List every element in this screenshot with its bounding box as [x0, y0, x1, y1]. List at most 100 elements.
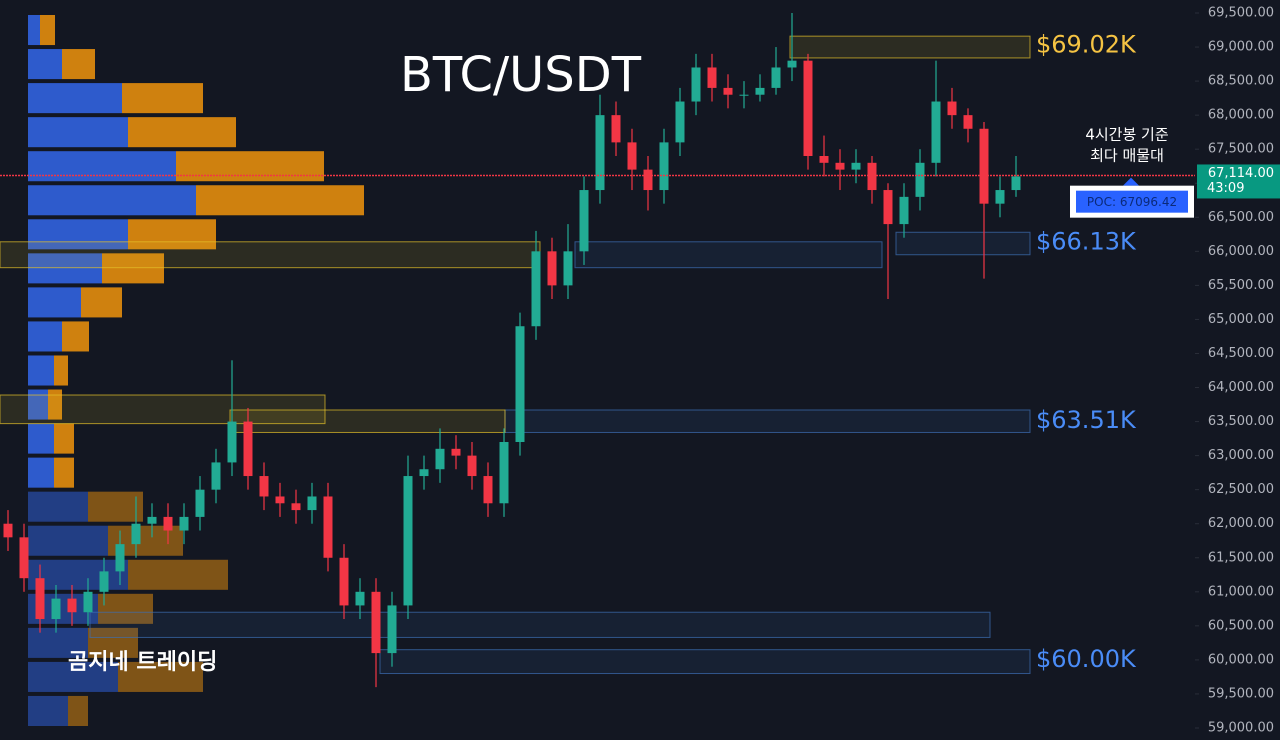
zone [574, 241, 883, 269]
y-tick-label: 63,000.00 [1208, 448, 1274, 463]
candle-body [147, 516, 157, 524]
candle-body [483, 476, 493, 504]
y-tick-label: 62,500.00 [1208, 482, 1274, 497]
y-tick-label: 61,500.00 [1208, 550, 1274, 565]
candle-body [131, 523, 141, 545]
candle-body [275, 496, 285, 504]
profile-buy [28, 661, 118, 692]
y-tick-label: 66,500.00 [1208, 210, 1274, 225]
profile-sell [88, 627, 138, 658]
profile-buy [28, 695, 68, 726]
candle-body [451, 448, 461, 456]
candle-body [691, 67, 701, 102]
candle-body [931, 101, 941, 163]
candle-body [819, 156, 829, 163]
profile-sell [40, 15, 55, 46]
profile-buy [28, 83, 122, 114]
profile-sell [48, 389, 62, 420]
candle-body [435, 448, 445, 470]
zone [895, 231, 1031, 256]
profile-sell [54, 355, 68, 386]
y-tick-label: 62,000.00 [1208, 516, 1274, 531]
y-tick-label: 68,500.00 [1208, 74, 1274, 89]
profile-sell [88, 491, 143, 522]
candle-body [755, 87, 765, 95]
candle-body [611, 115, 621, 143]
profile-buy [28, 627, 88, 658]
poc-label: POC: 67096.42 [1087, 195, 1177, 209]
y-tick-label: 61,000.00 [1208, 584, 1274, 599]
profile-buy [28, 287, 81, 318]
profile-sell [81, 287, 122, 318]
candle-body [3, 523, 13, 538]
profile-buy [28, 491, 88, 522]
candle-body [163, 516, 173, 531]
y-tick-label: 69,500.00 [1208, 6, 1274, 21]
candle-body [419, 469, 429, 477]
zone [0, 241, 541, 269]
candle-body [995, 190, 1005, 204]
annotation: 4시간봉 기준 [1085, 126, 1169, 144]
countdown: 43:09 [1207, 181, 1244, 196]
candle-body [51, 598, 61, 620]
profile-sell [196, 185, 364, 216]
y-tick-label: 65,000.00 [1208, 312, 1274, 327]
candle-body [787, 60, 797, 68]
candle-body [83, 591, 93, 613]
profile-sell [62, 49, 95, 80]
candle-body [115, 544, 125, 572]
profile-buy [28, 559, 128, 590]
profile-sell [62, 321, 89, 352]
y-tick-label: 59,000.00 [1208, 721, 1274, 736]
y-tick-label: 68,000.00 [1208, 108, 1274, 123]
y-tick-label: 67,500.00 [1208, 142, 1274, 157]
zone [504, 409, 1031, 433]
candle-body [243, 421, 253, 477]
candle-body [579, 190, 589, 252]
candle-body [675, 101, 685, 143]
watermark: 곰지네 트레이딩 [68, 650, 217, 675]
profile-buy [28, 151, 176, 182]
profile-sell [176, 151, 324, 182]
candle-body [259, 476, 269, 497]
y-tick-label: 63,500.00 [1208, 414, 1274, 429]
profile-buy [28, 253, 102, 284]
candle-body [19, 537, 29, 579]
candle-body [467, 455, 477, 477]
zone-label: $60.00K [1036, 645, 1137, 673]
profile-buy [28, 15, 40, 46]
profile-buy [28, 457, 54, 488]
candle-body [291, 503, 301, 511]
candle-body [739, 94, 749, 96]
candle-body [947, 101, 957, 116]
poc-pointer [1123, 177, 1139, 186]
profile-sell [98, 593, 153, 624]
zone-label: $66.13K [1036, 227, 1137, 255]
candle-body [179, 516, 189, 531]
candle-body [867, 162, 877, 191]
candle-body [339, 557, 349, 606]
candle-body [515, 326, 525, 442]
candle-body [323, 496, 333, 558]
profile-sell [128, 559, 228, 590]
zone [789, 35, 1031, 59]
candle-body [883, 190, 893, 225]
candle-body [547, 251, 557, 286]
candle-body [387, 605, 397, 654]
candle-body [707, 67, 717, 88]
profile-buy [28, 49, 62, 80]
candle-body [355, 591, 365, 606]
candle-body [35, 578, 45, 620]
candle-body [643, 169, 653, 191]
profile-buy [28, 423, 54, 454]
last-price-label: 67,114.00 [1208, 166, 1274, 181]
candle-body [771, 67, 781, 88]
candle-body [851, 162, 861, 170]
price-axis [1195, 0, 1280, 740]
zone-label: $69.02K [1036, 31, 1137, 59]
annotation: 최다 매물대 [1090, 147, 1164, 165]
y-tick-label: 59,500.00 [1208, 686, 1274, 701]
zone [0, 394, 326, 425]
candle-body [979, 128, 989, 204]
